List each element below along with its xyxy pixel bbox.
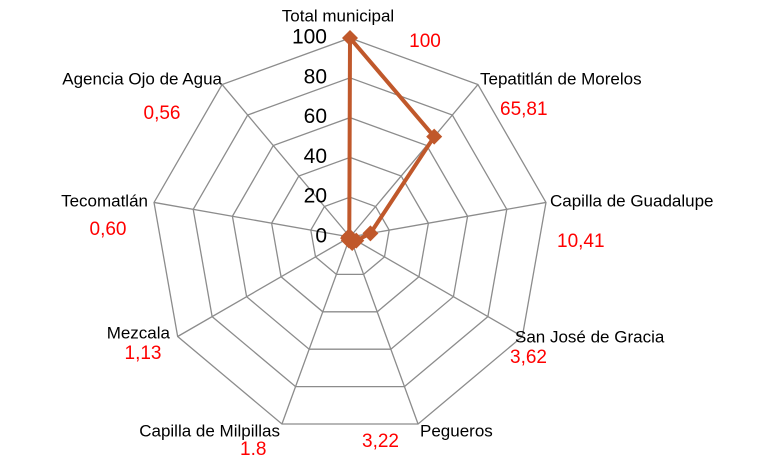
category-label: Agencia Ojo de Agua	[62, 69, 222, 88]
tick-label: 0	[315, 225, 327, 248]
spoke	[349, 201, 547, 238]
spoke	[281, 236, 351, 425]
grid-ring	[270, 156, 430, 313]
tick-label: 80	[304, 65, 327, 88]
series-line	[346, 36, 437, 246]
category-label: San José de Gracia	[515, 327, 665, 346]
value-label: 10,41	[557, 231, 605, 252]
spoke	[153, 201, 351, 238]
spoke	[221, 84, 351, 238]
value-label: 0,56	[144, 103, 181, 124]
category-label: Pegueros	[420, 421, 493, 440]
category-label: Capilla de Milpillas	[139, 421, 280, 440]
spoke	[349, 236, 419, 425]
value-label: 3,62	[510, 347, 547, 368]
value-label: 1,13	[125, 343, 162, 364]
tick-label: 60	[304, 105, 327, 128]
category-label: Total municipal	[282, 6, 394, 25]
category-label: Mezcala	[107, 323, 171, 342]
spoke	[177, 236, 351, 338]
grid-ring	[192, 77, 508, 388]
marker	[341, 228, 358, 245]
marker	[342, 30, 358, 46]
category-label: Capilla de Guadalupe	[550, 191, 714, 210]
value-label: 1.8	[240, 439, 266, 459]
tick-label: 40	[304, 145, 327, 168]
tick-label: 20	[304, 185, 327, 208]
category-label: Tecomatlán	[61, 191, 148, 210]
tick-label: 100	[292, 26, 327, 49]
spoke	[349, 236, 523, 338]
value-label: 3,22	[362, 431, 399, 452]
category-label: Tepatitlán de Morelos	[480, 69, 642, 88]
grid-ring	[153, 37, 547, 425]
value-label: 100	[409, 31, 441, 52]
value-label: 0,60	[90, 219, 127, 240]
value-label: 65,81	[500, 99, 548, 120]
spoke	[349, 84, 479, 238]
grid-ring	[231, 116, 469, 350]
marker	[426, 128, 443, 145]
marker	[362, 225, 379, 242]
